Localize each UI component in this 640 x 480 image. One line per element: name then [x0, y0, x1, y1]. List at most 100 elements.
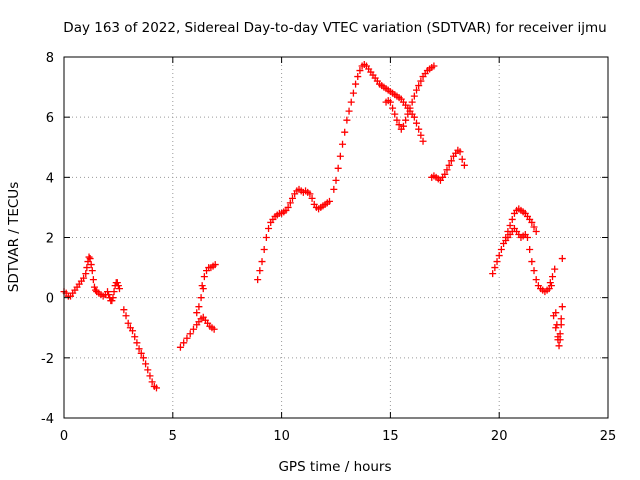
data-point: [555, 342, 563, 350]
data-point: [308, 194, 316, 202]
x-tick-label: 15: [382, 429, 399, 444]
series-arc4: [198, 261, 219, 290]
data-point: [176, 343, 184, 351]
data-point: [90, 283, 98, 291]
data-point: [210, 325, 218, 333]
data-point: [254, 276, 262, 284]
y-tick-label: 4: [46, 171, 54, 186]
data-point: [413, 119, 421, 127]
data-point: [199, 285, 207, 293]
data-point: [339, 140, 347, 148]
data-point: [144, 366, 152, 374]
data-point: [284, 203, 292, 211]
data-point: [262, 234, 270, 241]
data-point: [325, 197, 333, 205]
series-arc1: [60, 253, 123, 305]
data-point: [120, 306, 128, 314]
data-point: [441, 170, 449, 178]
series-arc10: [502, 224, 555, 296]
x-tick-label: 0: [60, 429, 68, 444]
y-tick-label: -2: [41, 352, 54, 367]
data-point: [557, 315, 565, 323]
data-point: [406, 104, 414, 112]
data-point: [549, 273, 557, 281]
data-point: [142, 360, 150, 368]
y-tick-label: 0: [46, 292, 54, 307]
data-point: [356, 67, 364, 75]
data-point: [557, 321, 565, 329]
data-point: [550, 312, 558, 320]
data-point: [306, 190, 314, 198]
x-tick-label: 20: [491, 429, 508, 444]
data-point: [391, 110, 399, 118]
data-point: [260, 246, 268, 254]
data-point: [108, 297, 116, 305]
data-point: [137, 349, 145, 357]
data-point: [556, 330, 564, 338]
data-point: [528, 258, 536, 266]
data-point: [526, 246, 534, 254]
data-point: [114, 282, 122, 290]
data-point: [265, 224, 273, 232]
data-point: [402, 116, 410, 124]
data-point: [336, 152, 344, 160]
data-point: [135, 345, 143, 353]
data-point: [115, 285, 123, 293]
data-point: [558, 255, 566, 263]
data-point: [447, 157, 455, 165]
series-arc7: [382, 62, 438, 133]
data-point: [445, 161, 453, 169]
series-arc6: [330, 61, 427, 193]
data-point: [122, 312, 130, 320]
series-arc2: [120, 306, 160, 392]
data-point: [186, 330, 194, 338]
data-point: [332, 176, 340, 184]
data-point: [92, 286, 100, 294]
x-tick-label: 5: [169, 429, 177, 444]
data-point: [148, 378, 156, 386]
data-point: [258, 258, 266, 266]
data-point: [193, 309, 201, 317]
data-point: [104, 288, 112, 296]
data-point: [334, 164, 342, 172]
data-point: [419, 137, 427, 145]
data-point: [408, 98, 416, 106]
data-point: [413, 86, 421, 94]
x-tick-label: 10: [273, 429, 290, 444]
chart-title: Day 163 of 2022, Sidereal Day-to-day VTE…: [63, 20, 606, 36]
data-point: [87, 261, 95, 269]
data-point: [133, 339, 141, 347]
data-point: [124, 319, 132, 327]
series-arc3: [176, 285, 218, 351]
data-point: [532, 227, 540, 235]
data-point: [354, 73, 362, 81]
data-point: [347, 98, 355, 106]
data-point: [558, 303, 566, 311]
data-point: [146, 372, 154, 380]
data-point: [395, 121, 403, 129]
data-point: [109, 294, 117, 302]
data-point: [489, 270, 497, 278]
data-point: [417, 131, 425, 139]
data-point: [386, 98, 394, 106]
data-point: [546, 279, 554, 287]
data-point: [341, 128, 349, 136]
data-point: [458, 155, 466, 163]
data-point: [389, 104, 397, 112]
data-point: [288, 194, 296, 202]
data-point: [345, 107, 353, 115]
data-point: [552, 324, 560, 332]
y-tick-label: 6: [46, 111, 54, 126]
y-tick-label: 8: [46, 51, 54, 66]
series-arc12: [550, 303, 566, 344]
data-point: [88, 267, 96, 275]
data-points: [60, 61, 566, 392]
data-point: [460, 161, 468, 169]
y-axis-title: SDTVAR / TECUs: [6, 182, 22, 292]
data-point: [415, 82, 423, 90]
data-point: [131, 333, 139, 341]
data-point: [410, 113, 418, 121]
data-point: [410, 92, 418, 100]
data-point: [352, 80, 360, 88]
